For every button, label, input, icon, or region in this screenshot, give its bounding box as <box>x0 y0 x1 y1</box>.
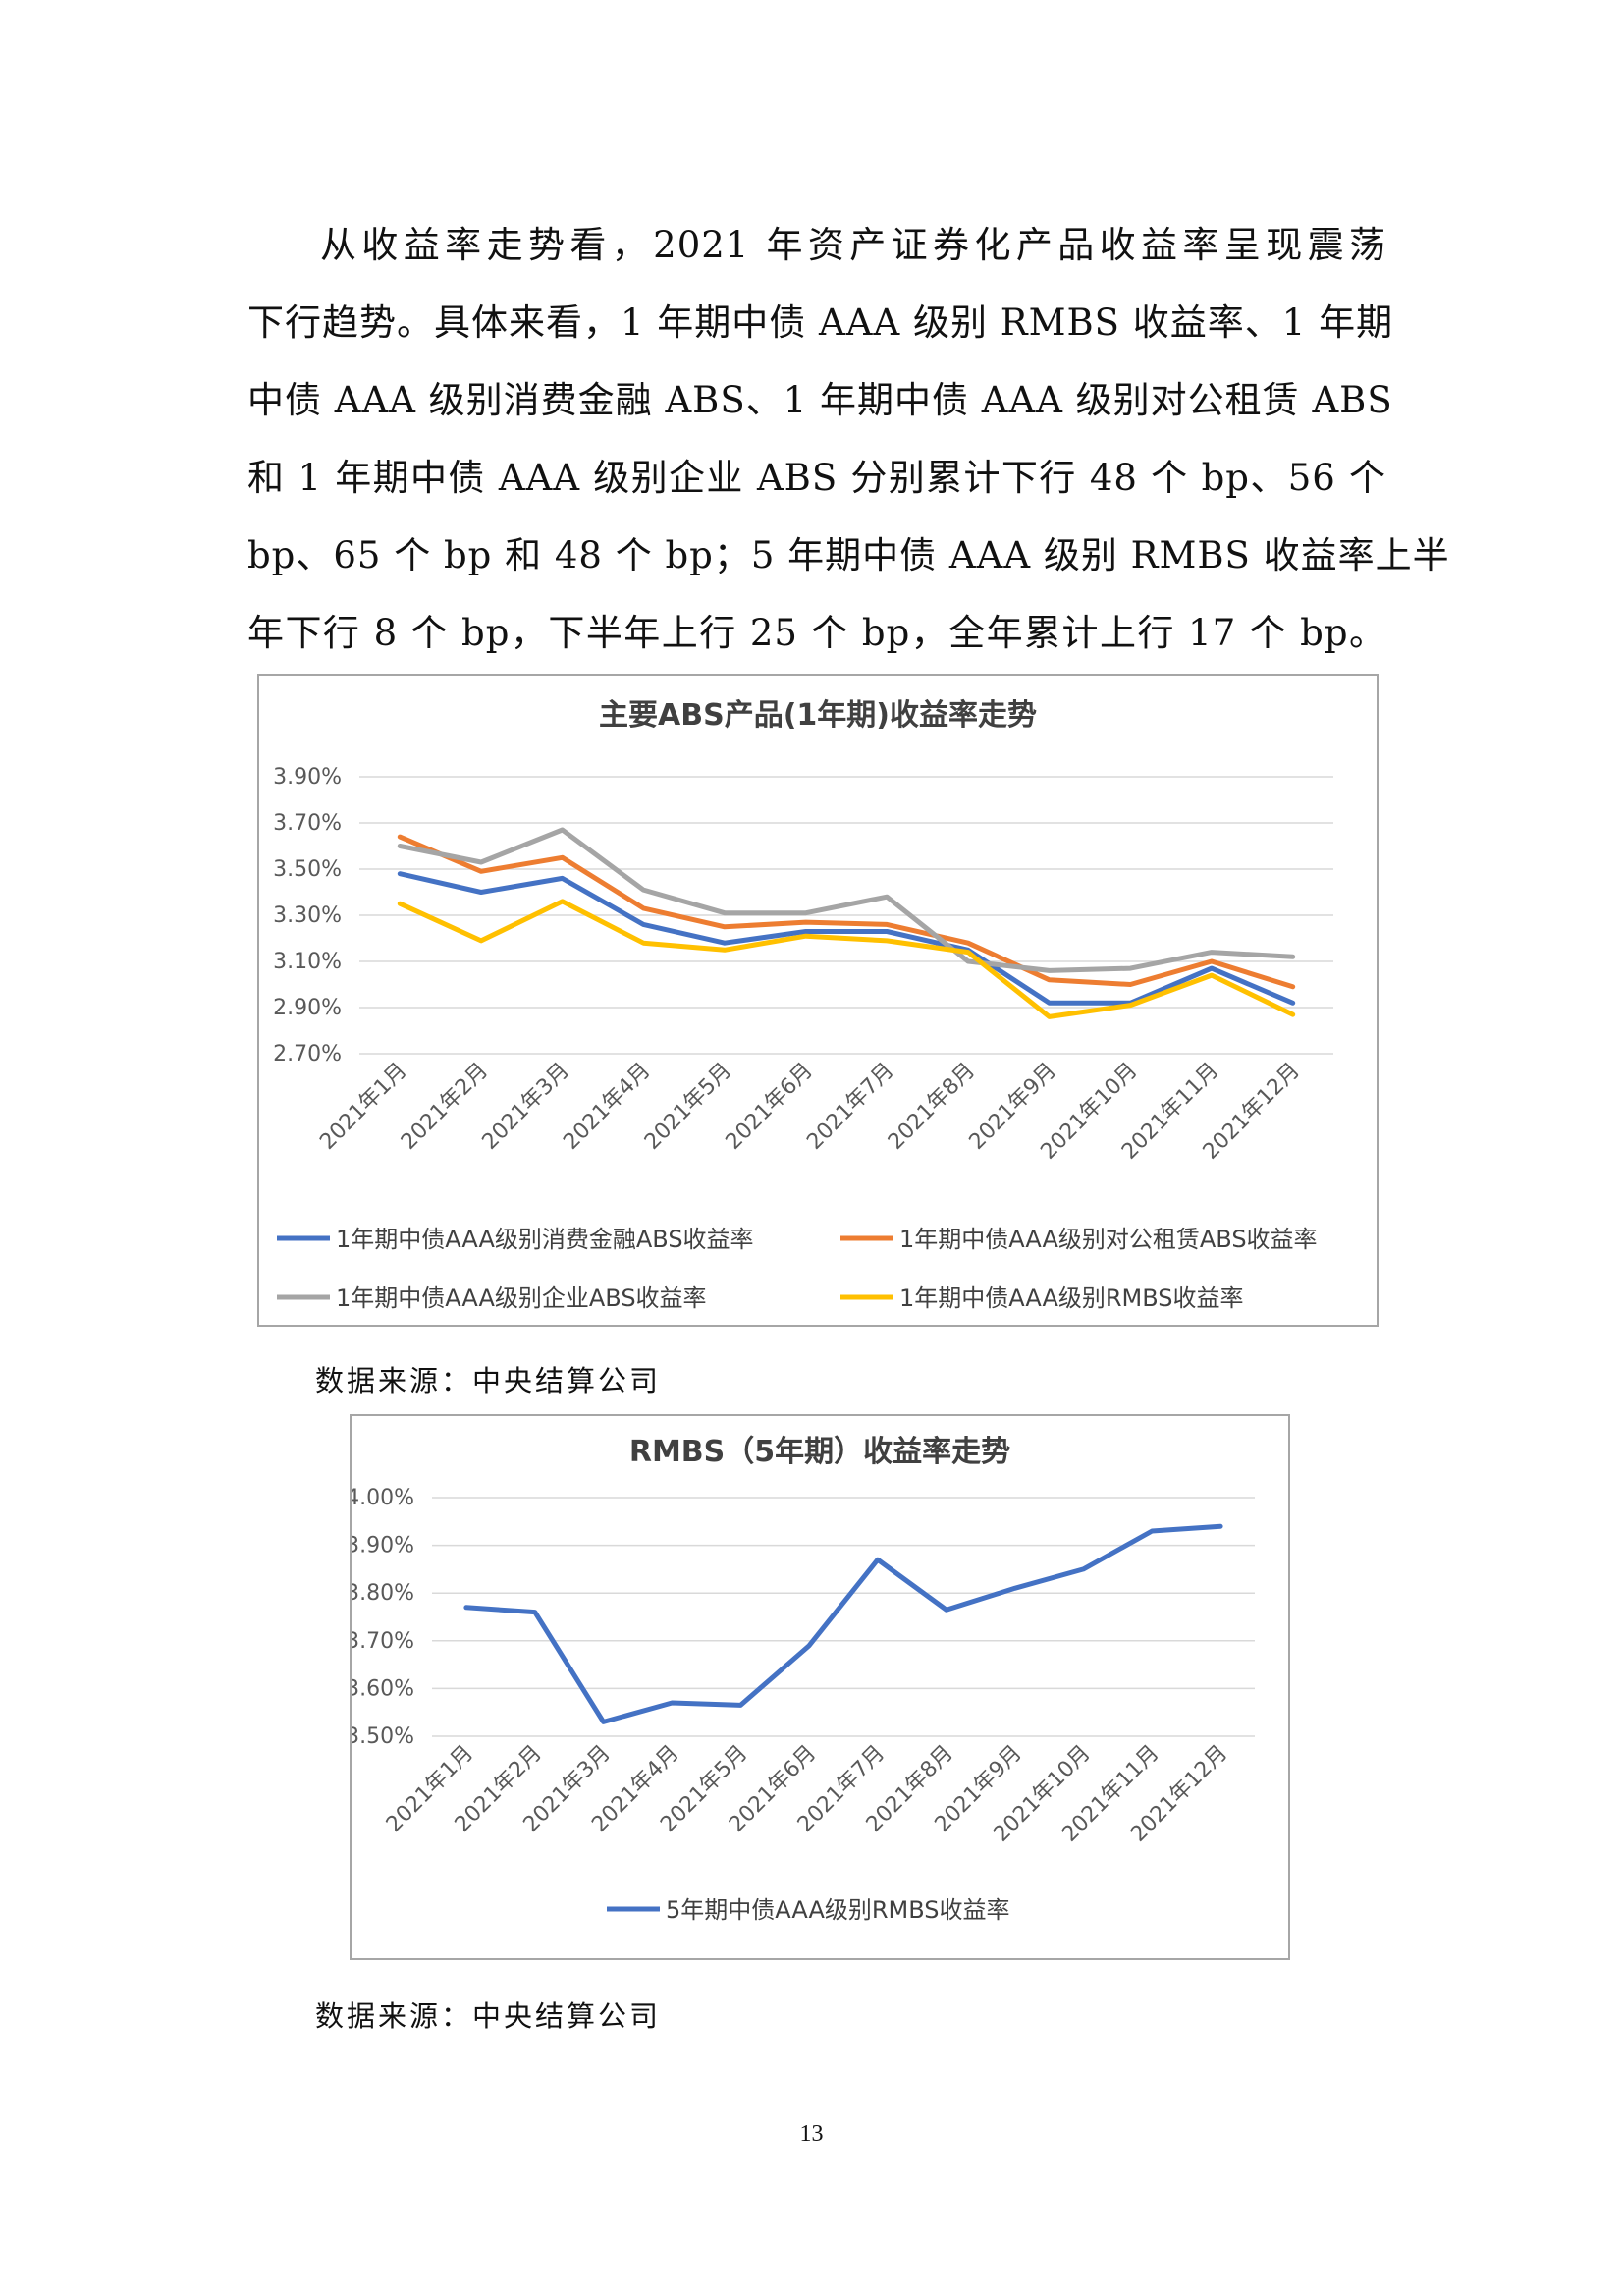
y-tick-label: 3.90% <box>273 765 342 790</box>
legend-label: 1年期中债AAA级别对公租赁ABS收益率 <box>899 1226 1318 1253</box>
y-tick-label: 2.90% <box>273 996 342 1020</box>
paragraph-line: 从收益率走势看，2021 年资产证券化产品收益率呈现震荡 <box>320 224 1386 266</box>
chart-title: RMBS（5年期）收益率走势 <box>629 1435 1010 1469</box>
x-tick-label: 2021年2月 <box>397 1059 493 1155</box>
body-paragraph: 从收益率走势看，2021 年资产证券化产品收益率呈现震荡 下行趋势。具体来看，1… <box>247 206 1450 672</box>
x-tick-label: 2021年5月 <box>640 1059 736 1155</box>
paragraph-line: 年下行 8 个 bp，下半年上行 25 个 bp，全年累计上行 17 个 bp。 <box>247 612 1386 654</box>
legend-label: 1年期中债AAA级别企业ABS收益率 <box>336 1285 707 1312</box>
source-note: 数据来源：中央结算公司 <box>315 1999 662 2033</box>
source-note: 数据来源：中央结算公司 <box>315 1364 662 1397</box>
series-line <box>463 1523 1223 1724</box>
y-tick-label: 2.70% <box>273 1042 342 1066</box>
series-line <box>397 899 1296 1019</box>
y-tick-label: 3.50% <box>273 857 342 882</box>
legend-label: 5年期中债AAA级别RMBS收益率 <box>666 1896 1010 1924</box>
x-tick-label: 2021年6月 <box>722 1059 818 1155</box>
page-number: 13 <box>799 2121 824 2147</box>
legend-label: 1年期中债AAA级别RMBS收益率 <box>899 1285 1244 1312</box>
abs-1y-chart-svg: 主要ABS产品(1年期)收益率走势 3.90% 3.70% 3.50% 3.30% 3.1… <box>273 698 1333 1312</box>
paragraph-line: bp、65 个 bp 和 48 个 bp；5 年期中债 AAA 级别 RMBS … <box>247 534 1450 576</box>
x-tick-label: 2021年4月 <box>559 1059 655 1155</box>
y-tick-label: 4.00% <box>352 1486 414 1510</box>
chart-title: 主要ABS产品(1年期)收益率走势 <box>599 698 1037 733</box>
paragraph-line: 中债 AAA 级别消费金融 ABS、1 年期中债 AAA 级别对公租赁 ABS <box>247 379 1393 421</box>
rmbs-5y-chart-svg: RMBS（5年期）收益率走势 4.00% 3.90% 3.80% 3.70% 3.60% 3… <box>352 1435 1255 1924</box>
y-tick-label: 3.70% <box>352 1629 414 1654</box>
paragraph-line: 下行趋势。具体来看，1 年期中债 AAA 级别 RMBS 收益率、1 年期 <box>247 301 1394 344</box>
x-tick-label: 2021年8月 <box>884 1059 980 1155</box>
x-tick-label: 2021年3月 <box>478 1059 574 1155</box>
y-tick-label: 3.10% <box>273 950 342 974</box>
rmbs-5y-yield-chart: RMBS（5年期）收益率走势 4.00% 3.90% 3.80% 3.70% 3.60% 3… <box>350 1414 1290 1960</box>
series-line <box>397 871 1296 1006</box>
series-line <box>397 834 1296 990</box>
paragraph-line: 和 1 年期中债 AAA 级别企业 ABS 分别累计下行 48 个 bp、56 … <box>247 457 1386 499</box>
y-tick-label: 3.80% <box>352 1581 414 1606</box>
series-line <box>397 827 1296 973</box>
y-tick-label: 3.30% <box>273 903 342 928</box>
abs-1y-yield-chart: 主要ABS产品(1年期)收益率走势 3.90% 3.70% 3.50% 3.30% 3.1… <box>257 674 1379 1327</box>
y-tick-label: 3.60% <box>352 1676 414 1701</box>
x-tick-label: 2021年7月 <box>802 1059 898 1155</box>
y-tick-label: 3.70% <box>273 811 342 836</box>
x-tick-label: 2021年1月 <box>315 1059 411 1155</box>
y-tick-label: 3.90% <box>352 1534 414 1558</box>
y-tick-label: 3.50% <box>352 1724 414 1749</box>
legend-label: 1年期中债AAA级别消费金融ABS收益率 <box>336 1226 754 1253</box>
